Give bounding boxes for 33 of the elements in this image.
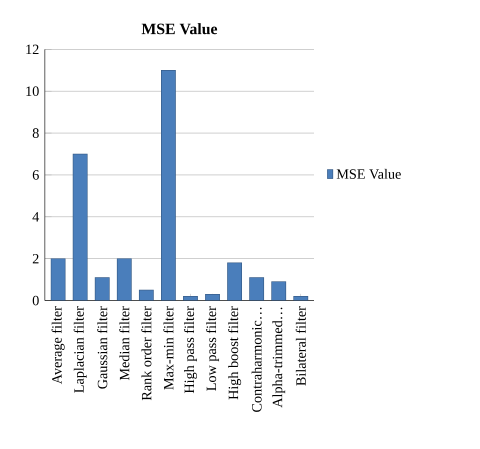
bar [116, 258, 132, 301]
x-tick-label: Laplacian filter [74, 306, 87, 393]
x-tick-label: Low pass filter [206, 306, 220, 392]
chart-title: MSE Value [142, 23, 218, 35]
y-tick-label: 10 [26, 86, 39, 96]
x-tick-label: Rank order filter [141, 306, 152, 400]
bar [205, 294, 220, 301]
x-tick-label: Contraharmonic… [252, 308, 262, 412]
y-tick-label: 8 [32, 128, 39, 138]
x-tick-label: Gaussian filter [97, 306, 108, 389]
bar [161, 70, 176, 301]
y-tick-label: 4 [32, 212, 40, 222]
bar [293, 296, 308, 301]
x-tick-label: High boost filter [228, 306, 242, 400]
x-tick-label: Bilateral filter [296, 306, 306, 386]
bar [138, 290, 154, 301]
legend-label: MSE Value [336, 169, 401, 180]
y-tick-label: 0 [32, 296, 39, 306]
x-tick-label: Alpha-trimmed… [272, 308, 286, 408]
x-tick-label: Max-min filter [163, 306, 174, 390]
bar [249, 277, 264, 301]
x-tick-label: Median filter [119, 306, 130, 380]
y-tick-label: 6 [32, 170, 39, 180]
bar [183, 296, 198, 301]
x-tick-label: Average filter [52, 306, 65, 384]
bar [94, 277, 110, 301]
y-tick-label: 2 [32, 254, 39, 264]
y-tick-label: 12 [26, 44, 39, 54]
bar [271, 282, 286, 301]
x-tick-label: High pass filter [184, 306, 197, 394]
bar [227, 262, 242, 301]
bar [72, 154, 88, 301]
bar [50, 258, 66, 301]
